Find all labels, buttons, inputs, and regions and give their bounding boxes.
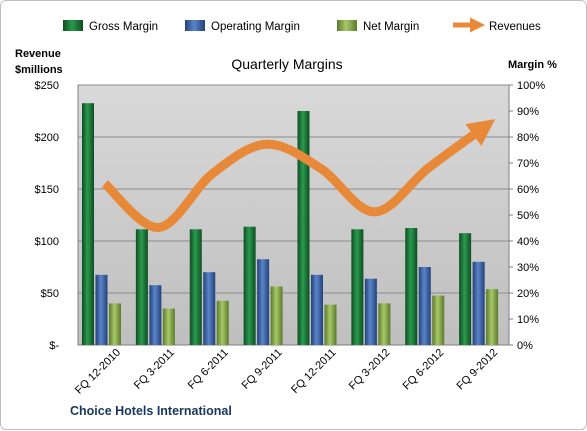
legend-swatch-operating-margin xyxy=(185,20,205,31)
legend-net-margin: Net Margin xyxy=(363,21,419,33)
legend-swatch-net-margin xyxy=(337,20,357,31)
legend: Gross Margin Operating Margin Net Margin… xyxy=(63,20,541,33)
legend-gross-margin: Gross Margin xyxy=(89,21,158,33)
bar-net-margin xyxy=(217,301,229,345)
y-right-tick-label: 80% xyxy=(517,132,539,144)
y-right-tick-label: 0% xyxy=(517,340,533,352)
y-left-axis: $- $50 $100 $150 $200 $250 xyxy=(35,80,78,352)
bar-net-margin xyxy=(432,296,444,345)
bar-operating-margin xyxy=(365,279,377,345)
bar-net-margin xyxy=(109,303,121,345)
bar-gross-margin xyxy=(459,233,471,345)
x-tick-label: FQ 3-2011 xyxy=(132,347,177,392)
bar-net-margin xyxy=(325,305,337,345)
y-right-tick-label: 60% xyxy=(517,184,539,196)
y-left-tick-label: $50 xyxy=(41,288,59,300)
x-tick-label: FQ 12-2010 xyxy=(73,347,123,397)
y-right-tick-label: 30% xyxy=(517,262,539,274)
bar-operating-margin xyxy=(419,267,431,345)
bar-gross-margin xyxy=(405,228,417,345)
y-right-tick-label: 50% xyxy=(517,210,539,222)
y-right-tick-label: 40% xyxy=(517,236,539,248)
y-right-tick-label: 90% xyxy=(517,106,539,118)
y-right-axis: 0% 10% 20% 30% 40% 50% 60% 70% 80% 90% 100% xyxy=(509,80,545,352)
legend-revenues: Revenues xyxy=(489,21,541,33)
chart-title: Quarterly Margins xyxy=(231,56,342,72)
bar-operating-margin xyxy=(473,262,485,345)
y-left-tick-label: $250 xyxy=(35,80,59,92)
bar-net-margin xyxy=(163,309,175,345)
y-left-title-line1: Revenue xyxy=(15,48,61,60)
x-tick-label: FQ 6-2012 xyxy=(401,347,447,393)
bar-operating-margin xyxy=(257,259,269,345)
bar-gross-margin xyxy=(136,229,148,345)
y-left-tick-label: $- xyxy=(49,340,59,352)
bar-gross-margin xyxy=(82,103,94,345)
y-right-tick-label: 70% xyxy=(517,158,539,170)
x-tick-label: FQ 3-2012 xyxy=(347,347,393,393)
y-right-title: Margin % xyxy=(508,59,557,71)
y-left-title-line2: $millions xyxy=(15,64,63,76)
legend-operating-margin: Operating Margin xyxy=(211,21,300,33)
bar-net-margin xyxy=(271,287,283,346)
x-tick-label: FQ 9-2011 xyxy=(240,347,285,392)
y-right-tick-label: 20% xyxy=(517,288,539,300)
y-right-tick-label: 100% xyxy=(517,80,545,92)
bar-gross-margin xyxy=(298,111,310,345)
bar-operating-margin xyxy=(149,285,161,345)
bar-net-margin xyxy=(378,303,390,345)
bar-operating-margin xyxy=(203,272,215,345)
y-left-tick-label: $150 xyxy=(35,184,59,196)
y-left-tick-label: $200 xyxy=(35,132,59,144)
y-right-tick-label: 10% xyxy=(517,314,539,326)
y-left-tick-label: $100 xyxy=(35,236,59,248)
company-name: Choice Hotels International xyxy=(70,404,232,418)
bar-net-margin xyxy=(486,289,498,345)
x-tick-label: FQ 12-2011 xyxy=(289,347,338,396)
bar-gross-margin xyxy=(244,227,256,345)
x-tick-label: FQ 9-2012 xyxy=(455,347,501,393)
legend-swatch-gross-margin xyxy=(63,20,83,31)
x-tick-label: FQ 6-2011 xyxy=(186,347,231,392)
bar-gross-margin xyxy=(190,229,202,345)
bar-operating-margin xyxy=(311,275,323,345)
bar-operating-margin xyxy=(96,275,108,345)
bar-gross-margin xyxy=(351,229,363,345)
